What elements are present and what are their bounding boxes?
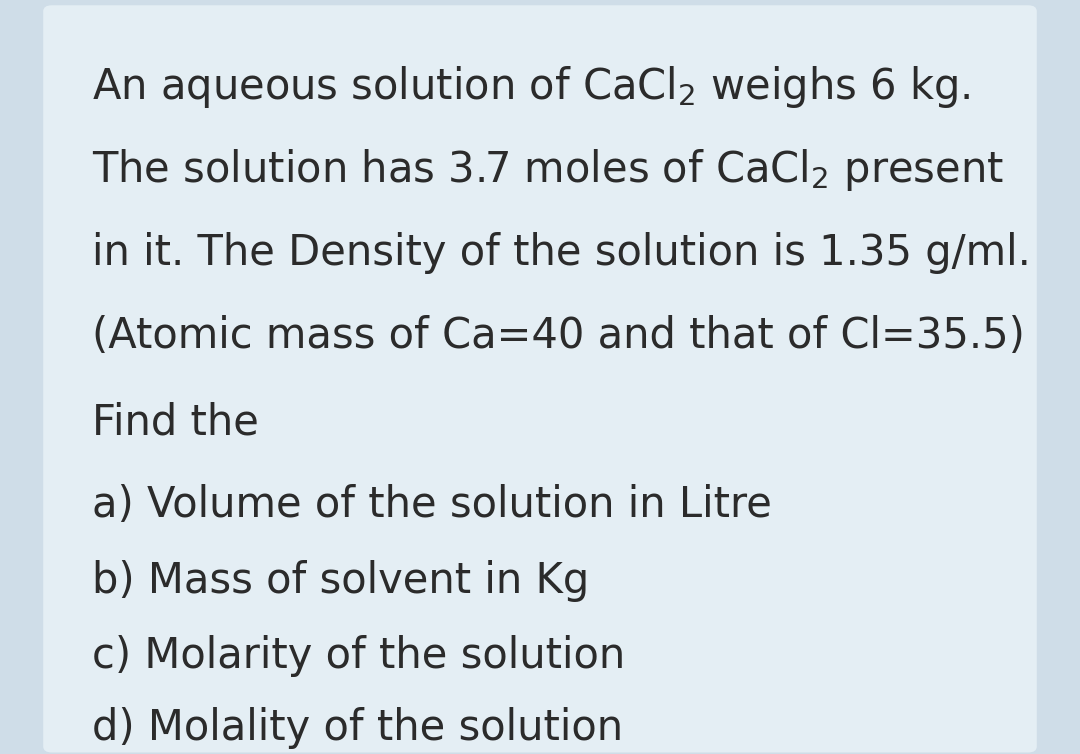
Text: b) Mass of solvent in Kg: b) Mass of solvent in Kg — [92, 559, 589, 602]
Text: a) Volume of the solution in Litre: a) Volume of the solution in Litre — [92, 484, 772, 526]
FancyBboxPatch shape — [43, 5, 1037, 752]
Text: An aqueous solution of $\mathregular{CaCl_2}$ weighs 6 kg.: An aqueous solution of $\mathregular{CaC… — [92, 63, 971, 110]
Text: The solution has 3.7 moles of $\mathregular{CaCl_2}$ present: The solution has 3.7 moles of $\mathregu… — [92, 146, 1003, 193]
Text: Find the: Find the — [92, 401, 259, 443]
Text: c) Molarity of the solution: c) Molarity of the solution — [92, 635, 625, 677]
Text: in it. The Density of the solution is 1.35 g/ml.: in it. The Density of the solution is 1.… — [92, 231, 1030, 274]
Text: (Atomic mass of Ca=40 and that of Cl=35.5): (Atomic mass of Ca=40 and that of Cl=35.… — [92, 314, 1025, 357]
Text: d) Molality of the solution: d) Molality of the solution — [92, 706, 623, 749]
